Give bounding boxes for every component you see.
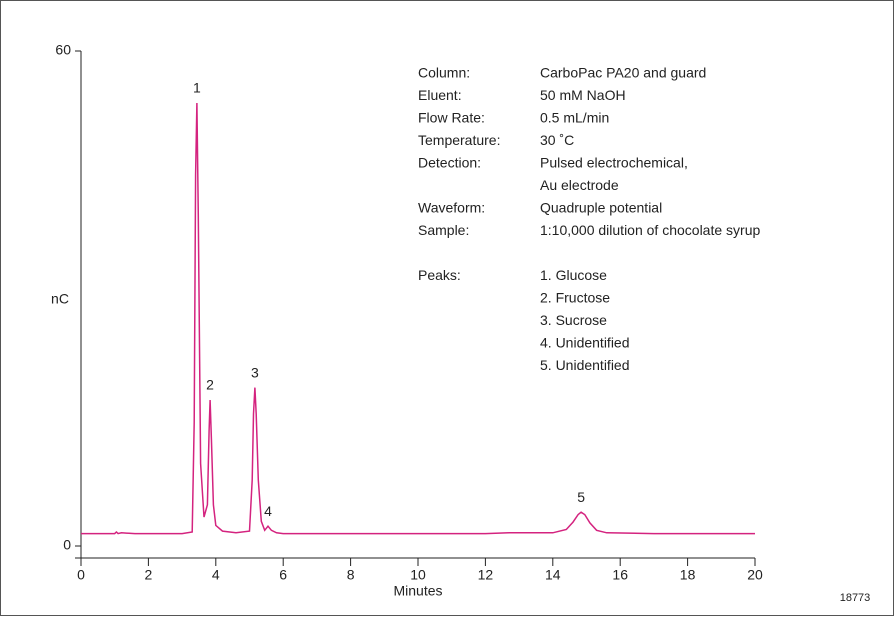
peak-name: 1. Glucose: [540, 267, 607, 283]
x-tick-label: 4: [212, 567, 220, 583]
condition-value: 50 mM NaOH: [540, 87, 626, 103]
condition-label: Waveform:: [418, 200, 485, 216]
condition-label: Flow Rate:: [418, 110, 485, 126]
condition-value: 30 ˚C: [540, 132, 574, 148]
condition-value: 0.5 mL/min: [540, 110, 609, 126]
y-tick-label: 60: [55, 42, 71, 58]
peak-label: 5: [577, 489, 585, 505]
x-tick-label: 18: [680, 567, 696, 583]
condition-label: Sample:: [418, 222, 469, 238]
condition-value: CarboPac PA20 and guard: [540, 65, 706, 81]
condition-value: Quadruple potential: [540, 200, 662, 216]
peak-name: 2. Fructose: [540, 290, 610, 306]
x-tick-label: 14: [545, 567, 561, 583]
y-axis-label: nC: [51, 291, 69, 307]
x-tick-label: 16: [612, 567, 628, 583]
peak-label: 2: [206, 377, 214, 393]
peaks-heading: Peaks:: [418, 267, 461, 283]
x-tick-label: 12: [478, 567, 494, 583]
condition-value: 1:10,000 dilution of chocolate syrup: [540, 222, 760, 238]
y-tick-label: 0: [63, 537, 71, 553]
peak-label: 3: [251, 364, 259, 380]
x-tick-label: 6: [279, 567, 287, 583]
peak-label: 1: [193, 80, 201, 96]
x-axis-label: Minutes: [393, 583, 442, 599]
condition-value: Pulsed electrochemical,: [540, 155, 688, 171]
peak-name: 3. Sucrose: [540, 312, 607, 328]
condition-label: Detection:: [418, 155, 481, 171]
x-tick-label: 20: [747, 567, 763, 583]
peak-name: 4. Unidentified: [540, 335, 630, 351]
condition-label: Eluent:: [418, 87, 462, 103]
trace: [81, 102, 755, 535]
condition-value: Au electrode: [540, 177, 619, 193]
peak-label: 4: [264, 503, 272, 519]
peak-name: 5. Unidentified: [540, 357, 630, 373]
condition-label: Temperature:: [418, 132, 500, 148]
x-tick-label: 2: [145, 567, 153, 583]
x-tick-label: 8: [347, 567, 355, 583]
x-tick-label: 0: [77, 567, 85, 583]
x-tick-label: 10: [410, 567, 426, 583]
condition-label: Column:: [418, 65, 470, 81]
figure-number: 18773: [840, 592, 871, 604]
